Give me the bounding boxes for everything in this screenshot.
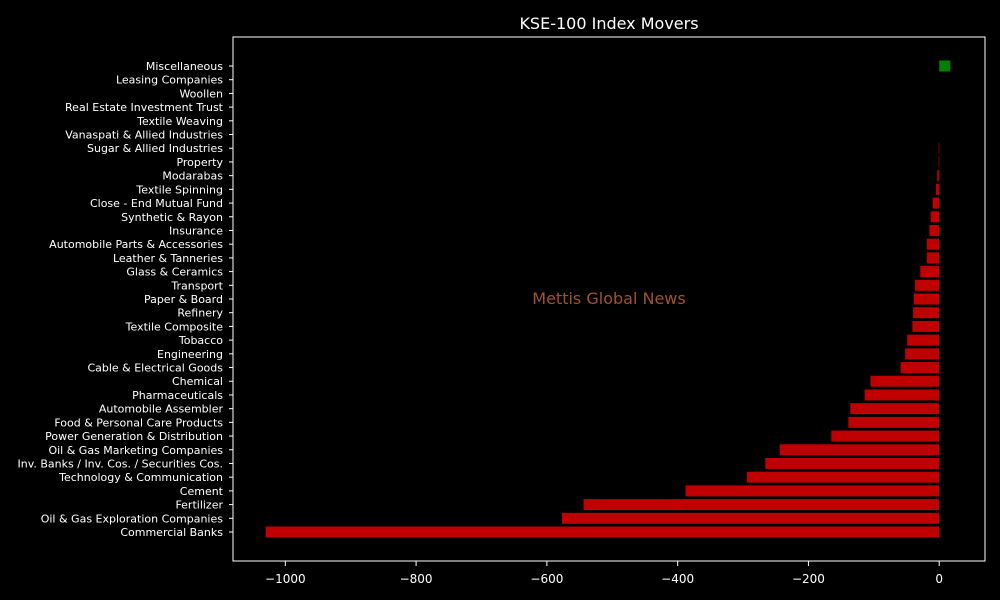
bar (913, 307, 940, 319)
y-tick-label: Woollen (179, 87, 223, 100)
bars (265, 60, 951, 538)
bar (929, 224, 940, 236)
y-tick-label: Glass & Ceramics (126, 266, 223, 279)
bar (915, 279, 940, 291)
y-tick-label: Paper & Board (144, 293, 223, 306)
bar (265, 526, 940, 538)
y-tick-label: Pharmaceuticals (132, 389, 223, 402)
y-tick-label: Miscellaneous (146, 60, 223, 73)
chart-title: KSE-100 Index Movers (519, 14, 698, 33)
bar (913, 293, 940, 305)
y-tick-label: Tobacco (178, 334, 223, 347)
bar (938, 142, 940, 154)
bar (912, 320, 940, 332)
x-tick-label: −200 (792, 572, 825, 586)
y-tick-label: Close - End Mutual Fund (90, 197, 223, 210)
y-tick-label: Engineering (157, 348, 223, 361)
x-tick-label: −1000 (265, 572, 306, 586)
bar (905, 348, 940, 360)
y-tick-label: Property (176, 156, 223, 169)
bar (920, 266, 940, 278)
y-tick-label: Leasing Companies (116, 74, 223, 87)
bar (583, 499, 940, 511)
bar (930, 211, 940, 223)
y-tick-label: Real Estate Investment Trust (65, 101, 224, 114)
bar (932, 197, 940, 209)
y-tick-label: Refinery (177, 307, 223, 320)
bar (870, 375, 940, 387)
y-tick-label: Food & Personal Care Products (54, 416, 223, 429)
y-tick-label: Textile Composite (125, 320, 224, 333)
bar (850, 403, 940, 415)
bar (907, 334, 940, 346)
bar (831, 430, 940, 442)
y-tick-label: Synthetic & Rayon (121, 211, 223, 224)
watermark: Mettis Global News (532, 289, 685, 308)
x-tick-label: −400 (661, 572, 694, 586)
y-tick-label: Inv. Banks / Inv. Cos. / Securities Cos. (18, 457, 223, 470)
y-tick-label: Power Generation & Distribution (45, 430, 223, 443)
bar (937, 170, 940, 182)
y-tick-label: Insurance (169, 224, 223, 237)
y-tick-label: Automobile Parts & Accessories (49, 238, 223, 251)
bar (746, 471, 940, 483)
y-tick-label: Textile Spinning (135, 183, 223, 196)
bar (779, 444, 940, 456)
y-tick-label: Cable & Electrical Goods (87, 362, 223, 375)
bar (938, 156, 940, 168)
y-tick-label: Vanaspati & Allied Industries (65, 129, 223, 142)
x-tick-label: −600 (530, 572, 563, 586)
y-tick-label: Oil & Gas Marketing Companies (48, 444, 223, 457)
y-tick-label: Modarabas (162, 170, 223, 183)
y-tick-label: Transport (170, 279, 223, 292)
x-axis: −1000 −800 −600 −400 −200 0 (265, 561, 943, 586)
x-tick-label: 0 (935, 572, 943, 586)
y-tick-label: Automobile Assembler (99, 403, 224, 416)
y-tick-label: Fertilizer (175, 499, 223, 512)
bar (900, 362, 940, 374)
bar (848, 416, 940, 428)
bar (939, 60, 951, 72)
y-tick-label: Commercial Banks (120, 526, 223, 539)
y-tick-label: Technology & Communication (58, 471, 223, 484)
y-tick-label: Chemical (172, 375, 223, 388)
bar (685, 485, 940, 497)
y-tick-label: Oil & Gas Exploration Companies (41, 512, 224, 525)
y-tick-label: Cement (180, 485, 224, 498)
bar (926, 252, 940, 264)
bar (561, 512, 940, 524)
y-tick-label: Sugar & Allied Industries (87, 142, 223, 155)
bar (926, 238, 940, 250)
bar (935, 183, 940, 195)
y-tick-label: Textile Weaving (136, 115, 223, 128)
bar (765, 457, 940, 469)
x-tick-label: −800 (400, 572, 433, 586)
y-tick-label: Leather & Tanneries (113, 252, 223, 265)
bar (864, 389, 940, 401)
